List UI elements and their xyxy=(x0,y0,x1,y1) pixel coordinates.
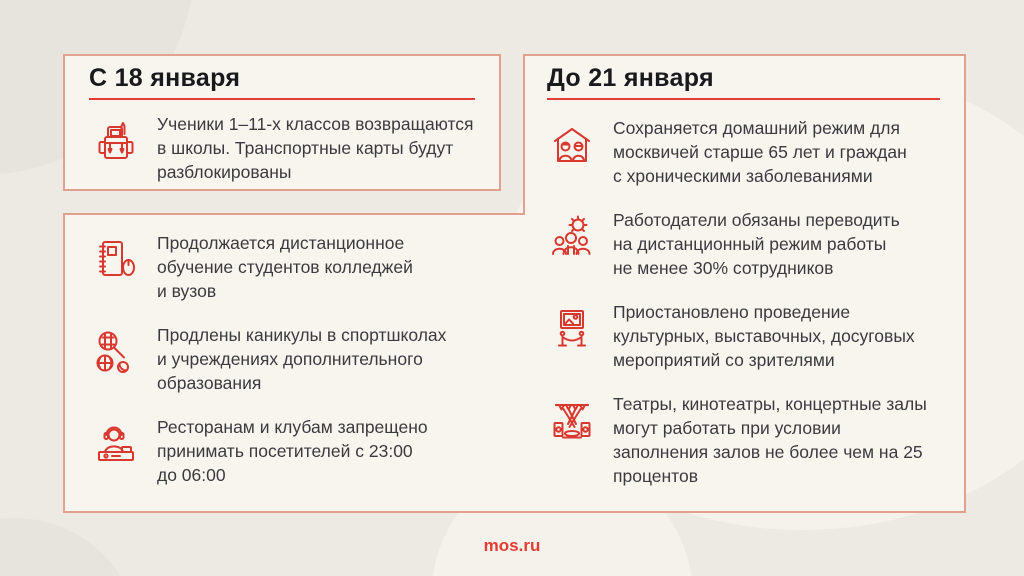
list-item-sport-schools: Продлены каникулы в спортшколах и учрежд… xyxy=(92,323,505,395)
item-text: Театры, кинотеатры, концертные залы могу… xyxy=(613,394,927,486)
item-text: Продолжается дистанционное обучение студ… xyxy=(157,233,413,301)
items-list: Ученики 1–11-х классов возвращаются в шк… xyxy=(65,112,499,184)
notebook-mouse-icon xyxy=(92,235,140,283)
item-text: Ученики 1–11-х классов возвращаются в шк… xyxy=(157,114,474,182)
list-item-restaurants-clubs: Ресторанам и клубам запрещено принимать … xyxy=(92,415,505,487)
list-item-distance-learning: Продолжается дистанционное обучение студ… xyxy=(92,231,505,303)
item-text: Ресторанам и клубам запрещено принимать … xyxy=(157,417,428,485)
items-list: Сохраняется домашний режим для москвичей… xyxy=(523,116,964,488)
elderly-at-home-icon xyxy=(548,120,596,168)
items-list: Продолжается дистанционное обучение студ… xyxy=(65,215,523,487)
header-underline xyxy=(89,98,475,100)
panel-title-from-jan-18: С 18 января xyxy=(89,64,241,92)
item-text: Продлены каникулы в спортшколах и учрежд… xyxy=(157,325,447,393)
item-text: Сохраняется домашний режим для москвичей… xyxy=(613,118,907,186)
list-item-cultural-events: Приостановлено проведение культурных, вы… xyxy=(548,300,946,372)
panel-header: С 18 января xyxy=(65,56,499,100)
list-item-remote-work: Работодатели обязаны переводить на диста… xyxy=(548,208,946,280)
mos-ru-logo[interactable]: mos.ru xyxy=(483,536,541,555)
background-swirl-bottom-left xyxy=(0,518,140,576)
panel-from-jan-18: С 18 января xyxy=(63,54,501,191)
dj-person-icon xyxy=(92,419,140,467)
header-underline xyxy=(547,98,940,100)
list-item-home-regime: Сохраняется домашний режим для москвичей… xyxy=(548,116,946,188)
list-item-schools: Ученики 1–11-х классов возвращаются в шк… xyxy=(92,112,481,184)
panel-until-jan-21: До 21 января Сохраняетс xyxy=(523,54,966,513)
remote-workers-gear-icon xyxy=(548,212,596,260)
sports-equipment-icon xyxy=(92,327,140,375)
school-backpack-icon xyxy=(92,116,140,164)
stage-spotlights-icon xyxy=(548,396,596,444)
exhibition-barrier-icon xyxy=(548,304,596,352)
item-text: Приостановлено проведение культурных, вы… xyxy=(613,302,915,370)
panel-left-measures: Продолжается дистанционное обучение студ… xyxy=(63,213,523,513)
item-text: Работодатели обязаны переводить на диста… xyxy=(613,210,900,278)
panel-title-until-jan-21: До 21 января xyxy=(547,64,714,92)
panel-border-segment xyxy=(523,54,525,215)
list-item-theaters-cinemas: Театры, кинотеатры, концертные залы могу… xyxy=(548,392,946,488)
panel-header: До 21 января xyxy=(523,56,964,100)
